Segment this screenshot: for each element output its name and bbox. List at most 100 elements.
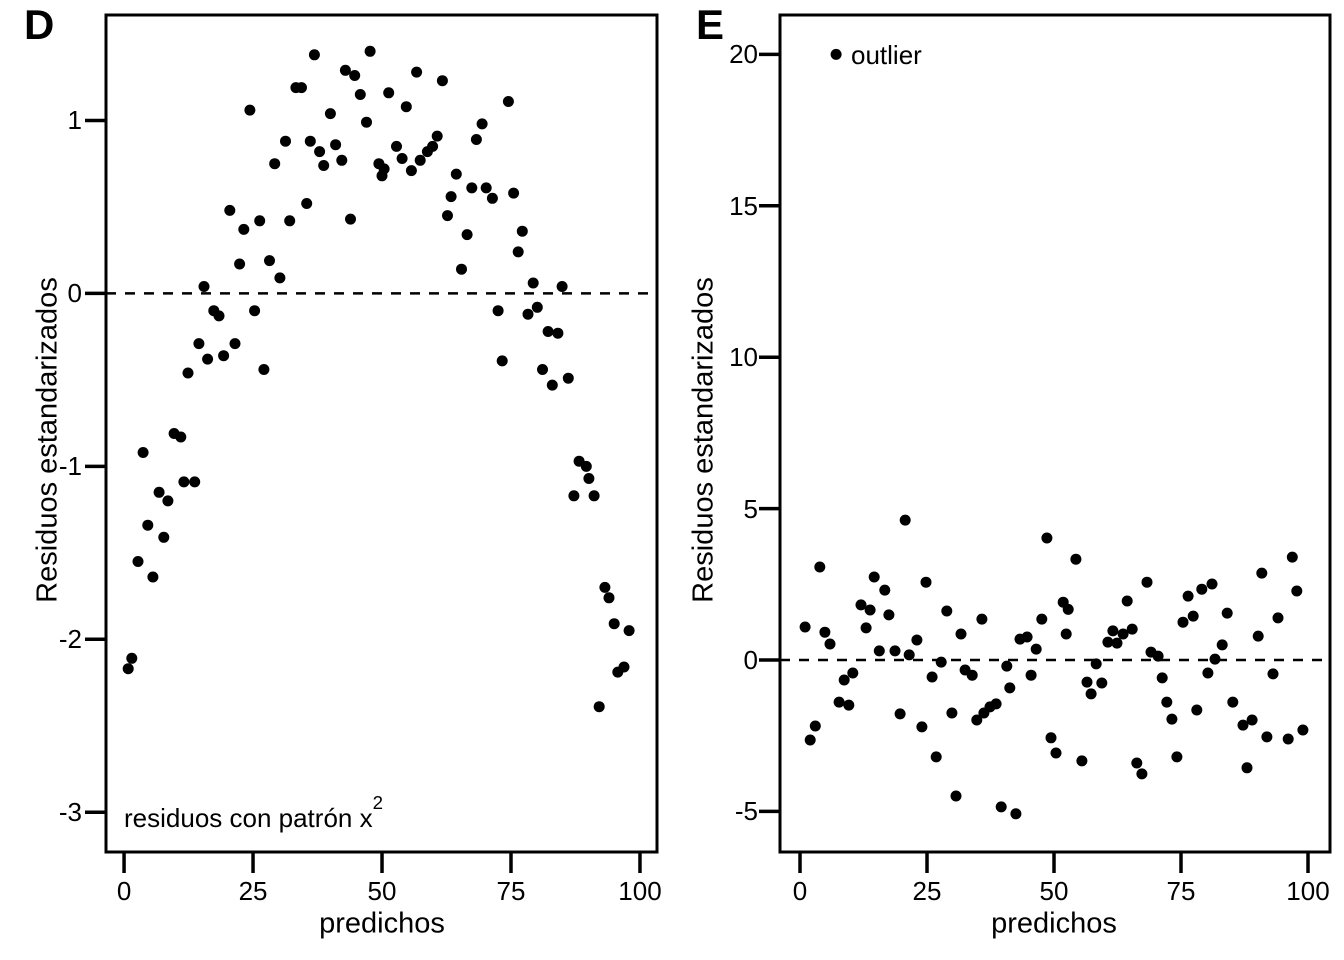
data-point [1004, 682, 1016, 694]
data-point [552, 327, 564, 339]
data-point [137, 447, 149, 458]
data-point [1041, 532, 1053, 544]
data-point [955, 628, 967, 640]
data-point [296, 82, 307, 94]
data-point [1187, 610, 1199, 622]
data-point [391, 140, 402, 152]
data-point [182, 367, 194, 379]
data-point [280, 135, 291, 147]
data-point [1177, 616, 1189, 628]
data-point [804, 734, 816, 746]
data-point [218, 350, 230, 362]
data-point [855, 599, 867, 611]
data-point [1267, 668, 1279, 680]
data-point [868, 571, 880, 583]
data-point [396, 153, 408, 164]
data-point [492, 305, 504, 317]
data-point [301, 198, 313, 209]
data-point [950, 790, 962, 802]
data-point [920, 576, 932, 588]
y-tick-label: -1 [58, 451, 82, 482]
data-point [1221, 607, 1233, 619]
data-point [198, 281, 210, 292]
panel-e-x-axis-title: predichos [991, 907, 1117, 940]
x-tick-label: 25 [238, 876, 268, 906]
data-point [593, 701, 605, 713]
data-point [378, 163, 390, 175]
data-point [1136, 768, 1148, 780]
data-point [1152, 650, 1164, 662]
panel-d-y-axis-title: Residuos estandarizados [31, 277, 64, 603]
data-point [238, 223, 250, 235]
data-point [1171, 751, 1183, 763]
x-tick-label: 25 [912, 876, 942, 906]
data-point [411, 66, 423, 78]
x-tick-label: 50 [367, 876, 397, 906]
data-point [314, 146, 326, 158]
data-point [1111, 637, 1123, 649]
data-point [324, 108, 336, 120]
data-point [1297, 724, 1309, 736]
data-point [935, 656, 947, 668]
data-point [1282, 733, 1294, 745]
x-tick-label: 100 [618, 876, 662, 906]
data-point [522, 308, 534, 320]
data-point [1272, 612, 1284, 624]
data-point [224, 204, 236, 216]
data-point [269, 158, 281, 170]
data-point [274, 272, 286, 284]
data-point [516, 225, 528, 237]
data-point [254, 215, 266, 227]
data-point [175, 431, 187, 443]
data-point [1062, 603, 1074, 615]
data-point [122, 663, 134, 675]
data-point [339, 64, 351, 76]
data-point [258, 364, 270, 375]
data-point [147, 571, 159, 583]
data-point [264, 255, 275, 267]
data-point [486, 192, 498, 204]
y-tick-label: -2 [58, 624, 82, 655]
panel-d-label: D [24, 1, 55, 48]
data-point [330, 139, 342, 151]
panel-e-y-axis-title: Residuos estandarizados [687, 277, 720, 603]
data-point [461, 229, 473, 241]
data-point [1096, 677, 1108, 689]
data-point [562, 372, 574, 384]
data-point [930, 751, 942, 763]
data-point [202, 353, 214, 365]
data-point [608, 618, 620, 630]
data-point [903, 649, 915, 661]
data-point [946, 707, 958, 719]
data-point [894, 708, 906, 720]
data-point [1216, 639, 1228, 651]
data-point [542, 326, 554, 337]
data-point [556, 281, 568, 292]
data-point [941, 605, 953, 617]
panel-d-plot-box [104, 13, 659, 854]
data-point [1001, 660, 1013, 672]
data-point [583, 473, 595, 484]
data-point [1045, 732, 1057, 744]
data-point [1252, 630, 1264, 642]
data-point [400, 101, 412, 113]
data-point [971, 714, 983, 726]
data-point [354, 89, 366, 100]
data-point [1121, 595, 1133, 607]
data-point [1261, 731, 1273, 743]
data-point [1209, 653, 1221, 665]
x-tick-label: 50 [1039, 876, 1069, 906]
y-tick-label: 1 [67, 105, 82, 136]
y-tick-label: -5 [734, 796, 758, 827]
data-point [318, 160, 330, 171]
data-point [1025, 669, 1037, 681]
data-point [1090, 658, 1102, 670]
data-point [1085, 688, 1097, 700]
data-point [1182, 590, 1194, 602]
data-point [1070, 553, 1082, 565]
data-point [414, 154, 426, 166]
x-tick-label: 0 [116, 876, 132, 906]
data-point [427, 140, 439, 152]
y-tick-label: -3 [58, 797, 82, 828]
